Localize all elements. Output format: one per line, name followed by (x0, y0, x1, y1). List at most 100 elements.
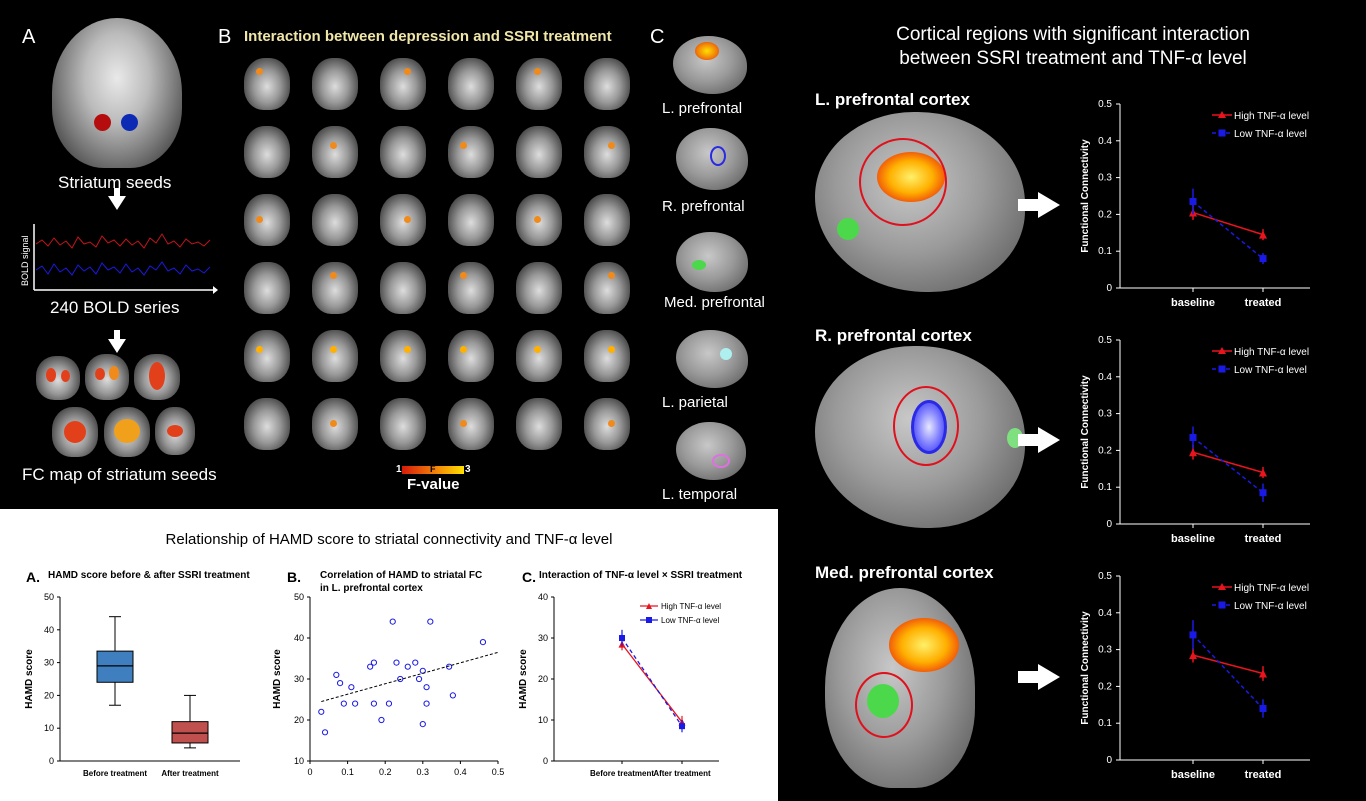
y-tick-label: 0 (1106, 283, 1112, 294)
arrow-row-1-head (1038, 192, 1060, 218)
fc-map-slice-5 (104, 407, 150, 457)
fc-chart-l-prefrontal: 0 0.1 0.2 0.3 0.4 0.5 baseline treated Functiona… (1080, 99, 1310, 309)
x-tick-label: baseline (1171, 769, 1215, 781)
chart-c-title: Interaction of TNF-α level × SSRI treatm… (539, 570, 743, 581)
axial-slice (244, 330, 290, 382)
f-colorbar (402, 466, 464, 474)
y-tick-label: 30 (538, 633, 548, 643)
scatter-point (336, 680, 344, 687)
red-bold-trace (35, 233, 211, 249)
x-tick-label: 0 (307, 767, 312, 777)
down-arrow-1 (108, 196, 126, 210)
fc-map-slice-1 (36, 356, 80, 400)
data-point (1259, 704, 1267, 712)
box (96, 650, 134, 683)
axial-slice (244, 58, 290, 110)
axial-slice (516, 58, 562, 110)
down-arrow-1-stem (114, 188, 120, 197)
fc-map-slice-6 (155, 407, 195, 455)
series-line (1192, 436, 1264, 494)
bold-signal-plot: BOLD signal (20, 224, 218, 294)
region-caption-4: L. parietal (662, 394, 728, 411)
data-point (1189, 448, 1197, 457)
striatum-seeds-caption: Striatum seeds (58, 173, 172, 192)
y-tick-label: 0.5 (1098, 335, 1112, 346)
brain-3d-r-prefrontal (815, 346, 1025, 528)
y-tick-label: 40 (44, 625, 54, 635)
axial-slice (312, 194, 358, 246)
y-tick-label: 0 (1106, 519, 1112, 530)
data-point (1259, 669, 1267, 678)
blue-bold-trace (35, 261, 211, 276)
data-point (1259, 489, 1267, 497)
fc-map-slice-3 (134, 354, 180, 400)
hamd-interaction-chart: 0 10 20 30 40 Before treatment After treatment… (518, 592, 721, 778)
fc-map-slice-2 (85, 354, 129, 400)
axial-slice (380, 330, 426, 382)
row-label-l-prefrontal: L. prefrontal cortex (815, 90, 970, 109)
scatter-point (404, 663, 411, 670)
axial-slice (380, 126, 426, 178)
x-tick-label: After treatment (653, 769, 711, 778)
scatter-point (419, 721, 426, 728)
f-value-cluster (460, 420, 467, 427)
fc-chart-med-prefrontal: 0 0.1 0.2 0.3 0.4 0.5 baseline treated Functiona… (1080, 571, 1310, 781)
y-axis-label: Functional Connectivity (1080, 139, 1091, 253)
axial-slice (380, 262, 426, 314)
f-value-cluster (608, 272, 615, 279)
scatter-point (393, 659, 400, 666)
x-tick-label: treated (1245, 533, 1282, 545)
y-tick-label: 0.1 (1098, 482, 1112, 493)
brain-3d-l-prefrontal (815, 112, 1025, 292)
axial-slice (584, 194, 630, 246)
lateral-brain-r-prefrontal (676, 128, 748, 190)
lateral-brain-med-prefrontal (676, 232, 748, 292)
scatter-point (333, 671, 340, 679)
axial-slice (584, 262, 630, 314)
right-title-line2: between SSRI treatment and TNF-α level (899, 48, 1247, 69)
lateral-brain-l-temporal (676, 422, 746, 480)
y-tick-label: 40 (538, 592, 548, 602)
y-tick-label: 40 (294, 633, 304, 643)
y-tick-label: 30 (44, 658, 54, 668)
scatter-point (385, 700, 393, 707)
y-axis-label: Functional Connectivity (1080, 375, 1091, 489)
colorbar-max: 3 (465, 464, 471, 475)
y-axis-label: HAMD score (272, 649, 283, 709)
x-tick-label: 0.4 (454, 767, 467, 777)
y-tick-label: 0.5 (1098, 99, 1112, 110)
legend-marker (1218, 129, 1226, 137)
series-line (1192, 654, 1264, 675)
legend-label: Low TNF-α level (661, 616, 719, 625)
row-label-med-prefrontal: Med. prefrontal cortex (815, 563, 994, 582)
legend-marker (646, 603, 652, 609)
f-value-cluster (608, 420, 615, 427)
axial-slice (312, 126, 358, 178)
scatter-point (340, 700, 347, 707)
x-tick-label: baseline (1171, 297, 1215, 309)
left-striatum-seed (94, 114, 111, 131)
axial-slice (516, 330, 562, 382)
data-point (1259, 230, 1267, 239)
axial-slice (516, 126, 562, 178)
scatter-point (446, 663, 453, 670)
axial-slice (584, 126, 630, 178)
legend-marker (1218, 347, 1226, 354)
bottom-panel: Relationship of HAMD score to striatal c… (0, 509, 778, 801)
fc-chart-r-prefrontal: 0 0.1 0.2 0.3 0.4 0.5 baseline treated Functiona… (1080, 335, 1310, 545)
box (171, 721, 209, 744)
y-tick-label: 0 (1106, 755, 1112, 766)
panel-c-label: C (650, 26, 665, 48)
scatter-point (412, 659, 419, 666)
y-tick-label: 0.4 (1098, 372, 1112, 383)
arrow-row-2 (1018, 434, 1040, 446)
series-line (1192, 451, 1264, 474)
scatter-point (378, 716, 385, 724)
y-tick-label: 50 (294, 592, 304, 602)
y-tick-label: 0.2 (1098, 681, 1112, 692)
chart-b-title-line2: in L. prefrontal cortex (320, 583, 423, 594)
hamd-boxplot: 0 10 20 30 40 50 HAMD score Before treatment Aft… (24, 592, 240, 778)
axial-slice (448, 262, 494, 314)
legend-label: Low TNF-α level (1234, 365, 1307, 376)
axial-slice (448, 58, 494, 110)
